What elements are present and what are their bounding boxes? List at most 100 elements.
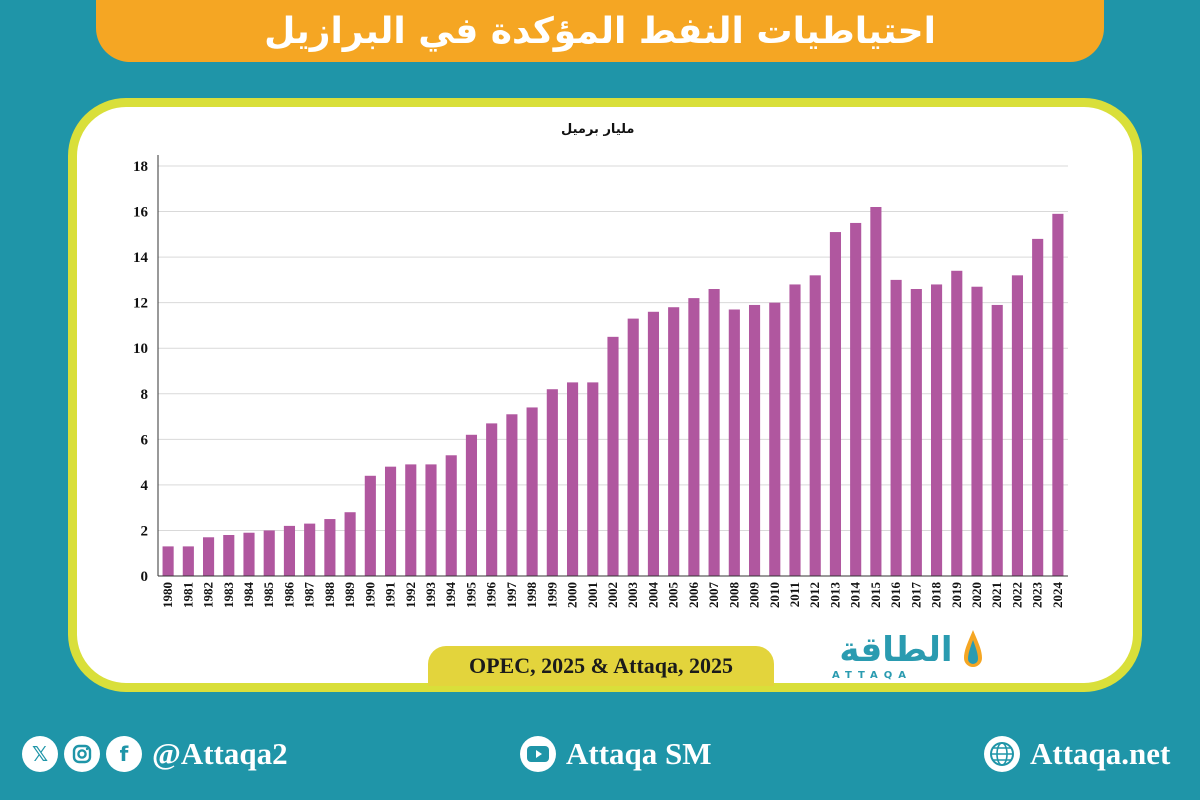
x-tick-label: 1988 [322, 582, 337, 609]
x-tick-label: 2023 [1030, 582, 1045, 609]
x-icon[interactable]: 𝕏 [22, 736, 58, 772]
x-tick-label: 2002 [605, 582, 620, 608]
chart-card [68, 98, 1142, 692]
x-tick-label: 1985 [261, 582, 276, 609]
x-tick-label: 1982 [201, 582, 216, 608]
facebook-icon[interactable]: f [106, 736, 142, 772]
logo-english: ATTAQA [832, 670, 913, 681]
y-axis-ticks: 0 2 4 6 8 10 12 14 16 18 [133, 159, 149, 585]
bar-2020 [971, 286, 983, 576]
oil-drop-icon [964, 630, 982, 667]
bar-1993 [425, 464, 437, 576]
bar-2024 [1052, 213, 1064, 577]
x-tick-label: 1989 [342, 582, 357, 609]
bar-2007 [708, 289, 720, 576]
bar-1981 [182, 546, 194, 576]
bar-1989 [344, 512, 356, 576]
y-axis-unit-label: مليار برميل [561, 122, 635, 137]
x-tick-label: 2022 [1009, 582, 1024, 608]
x-tick-label: 1981 [180, 582, 195, 608]
bar-2000 [566, 382, 579, 576]
y-tick-label: 18 [133, 159, 148, 175]
website-url[interactable]: Attaqa.net [1030, 736, 1171, 771]
bar-2016 [890, 279, 902, 576]
bar-1986 [283, 525, 296, 576]
x-tick-label: 1991 [383, 582, 398, 608]
x-tick-label: 1997 [504, 582, 519, 609]
x-tick-label: 2024 [1050, 582, 1065, 609]
x-tick-label: 1983 [221, 582, 236, 609]
social-handle[interactable]: @Attaqa2 [152, 736, 288, 771]
bar-2018 [930, 284, 943, 576]
x-tick-label: 1987 [302, 582, 317, 609]
x-tick-label: 2000 [565, 582, 580, 608]
footer-website: Attaqa.net [984, 732, 1170, 776]
logo-arabic: الطاقة [839, 630, 953, 670]
y-tick-label: 12 [133, 296, 148, 312]
bar-2012 [809, 275, 821, 576]
bar-1987 [304, 523, 316, 576]
page-title: احتياطيات النفط المؤكدة في البرازيل [264, 11, 936, 52]
bar-1982 [202, 537, 215, 576]
x-tick-label: 2015 [868, 582, 883, 609]
title-banner: احتياطيات النفط المؤكدة في البرازيل [96, 0, 1104, 62]
y-tick-label: 2 [141, 523, 149, 539]
x-tick-label: 1980 [160, 582, 175, 608]
x-tick-label: 2005 [666, 582, 681, 609]
bar-1995 [465, 434, 478, 576]
x-tick-label: 1996 [484, 582, 499, 609]
bar-2019 [951, 270, 963, 576]
bar-2013 [829, 232, 842, 577]
source-label: OPEC, 2025 & Attaqa, 2025 [428, 646, 774, 686]
bar-1998 [526, 407, 538, 576]
bar-2006 [688, 298, 700, 576]
bars [162, 207, 1064, 577]
x-tick-label: 2009 [747, 582, 762, 609]
bar-1984 [243, 532, 255, 576]
x-tick-label: 2020 [969, 582, 984, 608]
bar-1997 [506, 414, 518, 576]
x-tick-label: 1992 [403, 582, 418, 608]
x-tick-label: 2011 [787, 582, 802, 607]
x-tick-label: 1994 [443, 582, 458, 609]
y-tick-label: 0 [141, 569, 149, 585]
bar-2022 [1011, 275, 1024, 576]
footer-youtube: Attaqa SM [520, 732, 712, 776]
x-tick-label: 2007 [706, 582, 721, 609]
x-tick-label: 1995 [463, 582, 478, 609]
bar-1980 [162, 546, 174, 576]
x-tick-label: 2006 [686, 582, 701, 609]
x-tick-label: 1990 [362, 582, 377, 608]
y-tick-label: 10 [133, 341, 148, 357]
bar-2023 [1032, 238, 1044, 576]
attaqa-logo: الطاقة ATTAQA [826, 628, 986, 682]
y-tick-label: 16 [133, 205, 149, 221]
y-tick-label: 14 [133, 250, 149, 266]
x-tick-label: 1998 [524, 582, 539, 609]
x-tick-label: 2003 [625, 582, 640, 609]
bar-2010 [769, 302, 781, 576]
bar-1988 [324, 519, 336, 576]
bar-1992 [405, 464, 417, 576]
bar-2004 [647, 311, 660, 576]
x-tick-label: 1986 [281, 582, 296, 609]
bar-2003 [627, 318, 639, 576]
globe-icon[interactable] [984, 736, 1020, 772]
y-tick-label: 6 [141, 432, 149, 448]
bar-2011 [789, 284, 801, 576]
x-tick-label: 2001 [585, 582, 600, 608]
bar-2002 [607, 336, 619, 576]
bar-2015 [870, 207, 882, 576]
bar-2017 [910, 289, 922, 576]
bar-2001 [587, 382, 599, 576]
x-tick-label: 2008 [726, 582, 741, 609]
x-tick-label: 2013 [827, 582, 842, 609]
instagram-icon[interactable] [64, 736, 100, 772]
youtube-channel[interactable]: Attaqa SM [566, 736, 712, 771]
bar-2009 [748, 304, 761, 576]
x-tick-label: 2018 [929, 582, 944, 609]
x-tick-label: 1984 [241, 582, 256, 609]
bar-2014 [850, 222, 862, 576]
youtube-icon[interactable] [520, 736, 556, 772]
